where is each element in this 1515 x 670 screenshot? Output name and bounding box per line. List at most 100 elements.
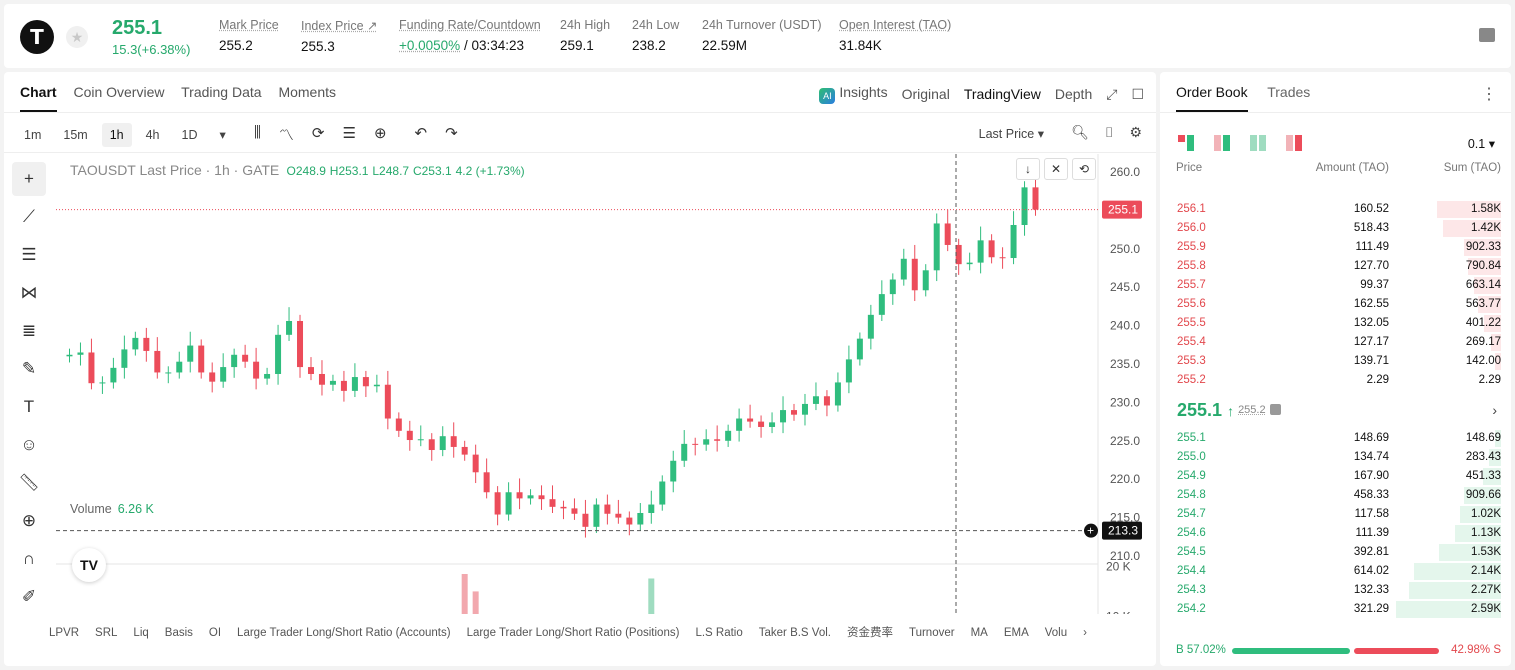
tab-original[interactable]: Original (901, 86, 950, 102)
edit-icon[interactable]: ✐ (21, 587, 37, 606)
crosshair-icon[interactable]: + (12, 162, 46, 196)
book-icon[interactable] (1479, 28, 1495, 42)
depth-bar (1495, 430, 1501, 447)
tab-tradingview[interactable]: TradingView (963, 86, 1041, 102)
indicators-icon[interactable]: 〽 (278, 127, 294, 144)
indicator-4[interactable]: OI (208, 627, 222, 639)
text-icon[interactable]: T (23, 397, 35, 416)
camera-icon[interactable]: ⌷ (1105, 124, 1114, 140)
more-menu-icon[interactable]: ⋮ (1481, 86, 1497, 103)
tf-1m[interactable]: 1m (24, 127, 42, 142)
orderbook-row[interactable]: 256.1 160.52 1.58K (1160, 200, 1501, 219)
chevron-down-icon[interactable]: ▾ (219, 128, 226, 142)
orderbook-row[interactable]: 255.0 134.74 283.43 (1160, 448, 1501, 467)
orderbook-row[interactable]: 254.2 321.29 2.59K (1160, 600, 1501, 619)
funding-rate[interactable]: +0.0050% (399, 38, 461, 53)
pattern-icon[interactable]: ⋈ (20, 283, 38, 302)
tab-coin-overview[interactable]: Coin Overview (73, 84, 165, 100)
replay-icon[interactable]: ⟳ (311, 125, 325, 142)
arrow-down-icon[interactable]: ↓ (1016, 158, 1040, 180)
orderbook-view-modes (1178, 135, 1302, 151)
indicator-1[interactable]: SRL (95, 627, 118, 639)
trend-line-icon[interactable]: ⟋ (23, 207, 35, 226)
tab-moments[interactable]: Moments (278, 84, 337, 100)
undo-icon[interactable]: ↶ (414, 125, 428, 142)
orderbook-row[interactable]: 255.5 132.05 401.22 (1160, 314, 1501, 333)
indicator-0[interactable]: LPVR (49, 627, 80, 639)
tf-1h[interactable]: 1h (101, 122, 132, 147)
emoji-icon[interactable]: ☺ (20, 435, 38, 454)
orderbook-row[interactable]: 256.0 518.43 1.42K (1160, 219, 1501, 238)
search-icon[interactable]: 🔍︎ (1071, 124, 1090, 140)
chevron-right-icon[interactable]: › (1492, 402, 1497, 418)
orderbook-row[interactable]: 255.8 127.70 790.84 (1160, 257, 1501, 276)
magnet-icon[interactable]: ∩ (22, 549, 36, 568)
indicator-11[interactable]: MA (970, 627, 988, 639)
tf-1d[interactable]: 1D (181, 127, 198, 142)
depth-bar (1483, 468, 1501, 485)
stat-label: 24h High (560, 18, 611, 32)
indicator-9[interactable]: 资金费率 (846, 627, 893, 639)
reset-icon[interactable]: ⟲ (1072, 158, 1096, 180)
indicator-8[interactable]: Taker B.S Vol. (758, 627, 831, 639)
orderbook-row[interactable]: 254.3 132.33 2.27K (1160, 581, 1501, 600)
stat-label[interactable]: Mark Price (219, 18, 279, 32)
orderbook-row[interactable]: 254.4 614.02 2.14K (1160, 562, 1501, 581)
indicator-12[interactable]: EMA (1003, 627, 1029, 639)
indicator-13[interactable]: Volu (1044, 627, 1068, 639)
orderbook-row[interactable]: 254.6 111.39 1.13K (1160, 524, 1501, 543)
indicator-6[interactable]: Large Trader Long/Short Ratio (Positions… (466, 627, 680, 639)
indicator-2[interactable]: Liq (133, 627, 149, 639)
orderbook-row[interactable]: 255.7 99.37 663.14 (1160, 276, 1501, 295)
tab-order-book[interactable]: Order Book (1176, 84, 1248, 112)
tf-15m[interactable]: 15m (63, 127, 88, 142)
indicator-5[interactable]: Large Trader Long/Short Ratio (Accounts) (237, 627, 451, 639)
zoom-in-icon[interactable]: ⊕ (21, 511, 37, 530)
indicator-10[interactable]: Turnover (908, 627, 955, 639)
brush-icon[interactable]: ✎ (21, 359, 37, 378)
orderbook-row[interactable]: 255.3 139.71 142.00 (1160, 352, 1501, 371)
view-sells-icon[interactable] (1286, 135, 1302, 151)
window-icon[interactable]: ☐ (1131, 85, 1144, 102)
price-chart[interactable]: 260.0255.0250.0245.0240.0235.0230.0225.0… (56, 154, 1152, 614)
orderbook-row[interactable]: 255.9 111.49 902.33 (1160, 238, 1501, 257)
tab-depth[interactable]: Depth (1054, 86, 1093, 102)
ruler-icon[interactable]: 📏︎ (18, 473, 40, 492)
orderbook-row[interactable]: 255.1 148.69 148.69 (1160, 429, 1501, 448)
view-asks-icon[interactable] (1214, 135, 1230, 151)
view-both-icon[interactable] (1178, 135, 1194, 151)
price-type-select[interactable]: Last Price ▾ (978, 127, 1044, 141)
orderbook-row[interactable]: 254.8 458.33 909.66 (1160, 486, 1501, 505)
indicator-7[interactable]: L.S Ratio (695, 627, 743, 639)
orderbook-row[interactable]: 255.4 127.17 269.17 (1160, 333, 1501, 352)
candles-icon[interactable]: ⫼ (254, 124, 261, 141)
horizontal-lines-icon[interactable]: ☰ (21, 245, 37, 264)
view-bids-icon[interactable] (1250, 135, 1266, 151)
mark-price[interactable]: 255.2 (1238, 404, 1266, 416)
precision-select[interactable]: 0.1 ▾ (1467, 137, 1495, 151)
orderbook-row[interactable]: 254.9 167.90 451.33 (1160, 467, 1501, 486)
tf-4h[interactable]: 4h (145, 127, 160, 142)
fib-icon[interactable]: ≣ (21, 321, 37, 340)
orderbook-row[interactable]: 254.7 117.58 1.02K (1160, 505, 1501, 524)
stat-label[interactable]: Funding Rate/Countdown (399, 18, 541, 32)
tab-insights[interactable]: AI Insights (819, 84, 888, 104)
template-icon[interactable]: ☰ (342, 125, 356, 142)
tab-trades[interactable]: Trades (1267, 84, 1311, 100)
orderbook-row[interactable]: 255.2 2.29 2.29 (1160, 371, 1501, 390)
orderbook-row[interactable]: 255.6 162.55 563.77 (1160, 295, 1501, 314)
expand-icon[interactable]: ⤢ (1106, 85, 1118, 102)
collapse-icon[interactable]: ✕ (1044, 158, 1068, 180)
tab-trading-data[interactable]: Trading Data (181, 84, 262, 100)
gear-icon[interactable]: ⚙ (1129, 124, 1142, 140)
add-indicator-icon[interactable]: ⊕ (373, 125, 387, 142)
orderbook-row[interactable]: 254.5 392.81 1.53K (1160, 543, 1501, 562)
stat-label[interactable]: Index Price ↗ (301, 19, 378, 33)
indicator-3[interactable]: Basis (164, 627, 193, 639)
redo-icon[interactable]: ↷ (445, 125, 458, 142)
stat-label[interactable]: Open Interest (TAO) (839, 18, 952, 32)
favorite-star-icon[interactable]: ★ (66, 26, 88, 48)
tradingview-logo[interactable]: TV (72, 548, 106, 582)
chevron-right-icon[interactable]: › (1083, 627, 1087, 639)
tab-chart[interactable]: Chart (20, 84, 57, 112)
